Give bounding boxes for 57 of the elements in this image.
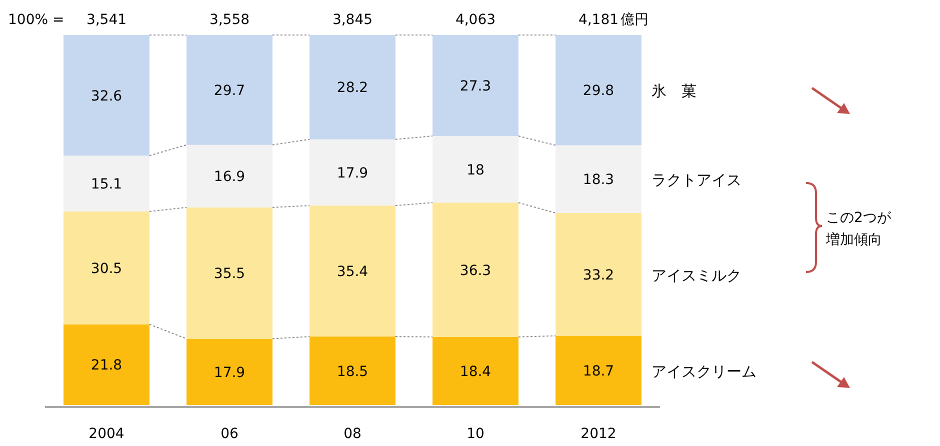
data-label: 18.7 [582,363,614,380]
bar [64,324,150,405]
bar [556,35,642,146]
series-label: アイスクリーム [652,362,756,380]
data-label: 18.4 [460,364,492,380]
data-label: 29.8 [582,83,614,100]
series-label: 氷 菓 [652,82,696,100]
text: 4,181 [578,12,619,28]
data-label: 18.3 [582,172,614,188]
x-tick-label: 08 [344,426,362,442]
bar [186,35,272,145]
bar [432,202,518,337]
bar [64,156,150,212]
x-tick-label: 10 [466,426,484,442]
data-label: 36.3 [460,262,492,279]
data-label: 21.8 [90,358,122,374]
text: 100% = [8,12,64,28]
bar [432,336,518,405]
text: この2つが増加傾向 [825,210,892,248]
bar [310,336,396,405]
bar [432,136,518,203]
data-label: 30.5 [90,260,122,277]
data-label: 17.9 [336,165,368,182]
bar [186,207,272,339]
data-label: 16.9 [214,169,246,186]
bar [310,35,396,140]
text: 4,063 [455,12,496,28]
data-label: 18.5 [336,364,368,380]
series-label: ラクトアイス [652,171,742,190]
data-label: 33.2 [582,267,614,284]
text: 億円 [620,12,649,28]
series-label: アイスミルク [652,266,742,284]
bar [310,139,396,206]
data-label: 35.4 [336,264,368,280]
bar [186,144,272,208]
text: 3,541 [86,12,127,28]
data-label: 17.9 [214,364,246,381]
data-label: 15.1 [90,176,122,193]
x-tick-label: 2012 [580,426,616,442]
text: 3,558 [209,12,250,28]
x-tick-label: 06 [220,426,238,442]
data-label: 18 [466,162,484,178]
bar [556,145,642,213]
bar [556,336,642,405]
data-label: 28.2 [336,80,368,96]
bar [186,338,272,405]
data-label: 27.3 [460,78,492,95]
data-label: 29.7 [214,82,246,99]
bar [64,35,150,156]
data-label: 32.6 [90,88,122,104]
bar [432,35,518,136]
data-label: 35.5 [214,266,246,282]
x-tick-label: 2004 [88,426,124,442]
bar [556,212,642,336]
bar [64,211,150,324]
bar [310,206,396,337]
text: 3,845 [332,12,373,28]
